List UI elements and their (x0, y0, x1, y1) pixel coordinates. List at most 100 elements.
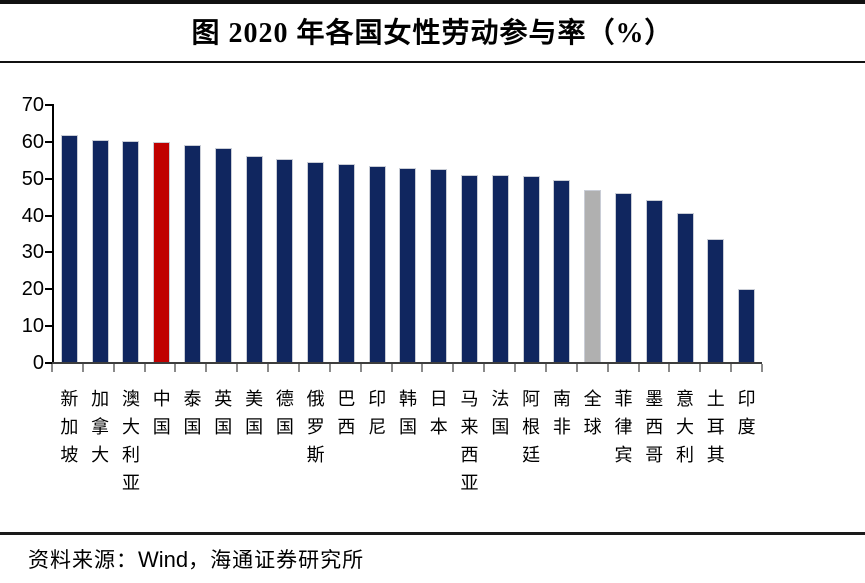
y-axis-tick (45, 104, 52, 106)
x-axis-tick (699, 364, 702, 372)
y-axis-tick (45, 288, 52, 291)
bar-slot (577, 105, 608, 362)
x-label-英国: 英国 (214, 389, 233, 437)
y-axis-tick (45, 325, 52, 328)
x-axis-tick (421, 364, 424, 372)
x-axis-labels: 新加坡加拿大澳大利亚中国泰国英国美国德国俄罗斯巴西印尼韩国日本马来西亚法国阿根廷… (54, 385, 762, 497)
bar-slot (485, 105, 516, 362)
bar-法国 (491, 175, 509, 362)
bar-泰国 (184, 144, 202, 362)
x-axis-tick (236, 364, 239, 372)
x-axis-tick (483, 364, 486, 372)
bar-菲律宾 (614, 192, 632, 362)
y-axis-tick (45, 362, 52, 364)
x-label-巴西: 巴西 (337, 389, 356, 437)
x-label-南非: 南非 (552, 389, 571, 437)
y-axis-tick-label: 50 (21, 167, 44, 190)
top-border-rule (0, 0, 865, 4)
bar-印度 (738, 288, 756, 362)
x-label-澳大利亚: 澳大利亚 (121, 389, 140, 493)
bar-slot (608, 105, 639, 362)
x-label-阿根廷: 阿根廷 (522, 389, 541, 465)
bar-slot (146, 105, 177, 362)
bar-德国 (276, 158, 294, 362)
bar-阿根廷 (522, 175, 540, 362)
y-axis-line (52, 104, 54, 364)
x-label-菲律宾: 菲律宾 (614, 389, 633, 465)
y-axis-tick (45, 177, 52, 180)
y-axis-tick-label: 0 (32, 352, 44, 374)
title-divider-rule (0, 61, 865, 63)
source-suffix: ，海通证券研究所 (188, 548, 365, 572)
x-axis-tick (544, 364, 547, 372)
x-axis-tick (668, 364, 671, 372)
x-axis-tick (452, 364, 455, 372)
y-axis-tick (45, 140, 52, 143)
bar-slot (454, 105, 485, 362)
bar-意大利 (676, 213, 694, 362)
x-axis-tick (112, 364, 115, 372)
source-prefix: 资料来源： (28, 548, 138, 572)
bar-土耳其 (707, 238, 725, 362)
x-label-法国: 法国 (491, 389, 510, 437)
x-axis-tick (390, 364, 393, 372)
source-text: 资料来源：Wind，海通证券研究所 (28, 544, 364, 574)
x-axis-tick (205, 364, 208, 372)
x-label-俄罗斯: 俄罗斯 (306, 389, 325, 465)
x-axis-tick (637, 364, 640, 372)
x-axis-tick (51, 364, 53, 372)
bar-slot (362, 105, 393, 362)
bar-中国 (153, 142, 171, 362)
x-axis-tick (174, 364, 177, 372)
x-label-泰国: 泰国 (183, 389, 202, 437)
bar-slot (700, 105, 731, 362)
bar-日本 (430, 168, 448, 362)
bar-slot (300, 105, 331, 362)
y-axis-tick-label: 20 (21, 278, 44, 301)
y-axis-tick (45, 214, 52, 217)
x-label-全球: 全球 (583, 389, 602, 437)
x-label-中国: 中国 (152, 389, 171, 437)
bar-英国 (214, 148, 232, 362)
bar-俄罗斯 (307, 161, 325, 362)
bar-马来西亚 (461, 174, 479, 362)
x-label-日本: 日本 (429, 389, 448, 437)
bar-slot (177, 105, 208, 362)
x-label-德国: 德国 (275, 389, 294, 437)
bar-slot (269, 105, 300, 362)
x-label-土耳其: 土耳其 (706, 389, 725, 465)
bar-slot (116, 105, 147, 362)
x-axis-tick (328, 364, 331, 372)
x-axis-tick (575, 364, 578, 372)
bar-slot (547, 105, 578, 362)
x-label-新加坡: 新加坡 (60, 389, 79, 465)
source-wind: Wind (138, 547, 189, 572)
x-axis-tick (267, 364, 270, 372)
source-divider-rule (0, 532, 865, 535)
bar-巴西 (337, 163, 355, 362)
y-axis-tick-label: 70 (21, 94, 44, 116)
chart-title: 图 2020 年各国女性劳动参与率（%） (191, 18, 674, 49)
x-axis-tick (514, 364, 517, 372)
x-label-韩国: 韩国 (398, 389, 417, 437)
bar-slot (331, 105, 362, 362)
bar-slot (670, 105, 701, 362)
bar-新加坡 (60, 135, 78, 362)
bar-slot (85, 105, 116, 362)
bar-slot (393, 105, 424, 362)
x-axis-ticks (51, 364, 763, 373)
bar-slot (239, 105, 270, 362)
y-axis-tick-label: 40 (21, 204, 44, 227)
bar-slot (731, 105, 762, 362)
y-axis-tick-label: 60 (21, 130, 44, 153)
bar-加拿大 (91, 139, 109, 362)
x-label-墨西哥: 墨西哥 (645, 389, 664, 465)
bar-墨西哥 (645, 199, 663, 362)
bar-slot (54, 105, 85, 362)
bar-美国 (245, 156, 263, 362)
x-axis-tick (761, 364, 763, 372)
bar-韩国 (399, 167, 417, 362)
bar-slot (208, 105, 239, 362)
bar-slot (639, 105, 670, 362)
x-label-意大利: 意大利 (676, 389, 695, 465)
